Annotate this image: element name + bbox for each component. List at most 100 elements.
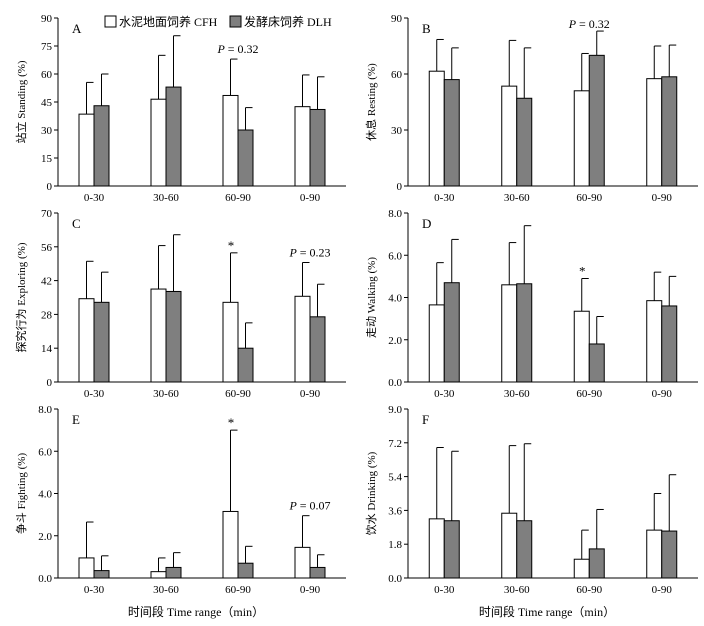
p-value-annotation: P = 0.32 xyxy=(216,42,258,56)
legend-label-cfh: 水泥地面饲养 CFH xyxy=(119,14,218,29)
legend-swatch-cfh xyxy=(104,15,117,28)
chart-panel-d: D 0.0 2.0 4.0 6.0 8.0 走动 Walking (%) 0-30 30-60 6… xyxy=(365,208,698,400)
p-value-annotation: P = 0.07 xyxy=(288,499,330,513)
bar-dlh xyxy=(661,530,678,579)
p-value: = 0.32 xyxy=(576,17,610,31)
bar-dlh xyxy=(165,290,182,383)
bar-cfh xyxy=(150,288,167,383)
bar-cfh xyxy=(501,85,518,187)
y-tick-label: 30 xyxy=(41,125,53,137)
y-axis-label: 探究行为 Exploring (%) xyxy=(14,242,28,352)
x-tick-label: 0-30 xyxy=(434,584,455,596)
y-tick-label: 90 xyxy=(391,13,403,25)
x-tick-label: 0-30 xyxy=(434,192,455,204)
bar-dlh xyxy=(165,566,182,579)
bar-cfh xyxy=(646,300,663,383)
x-tick-label: 60-90 xyxy=(576,192,602,204)
legend-label-dlh: 发酵床饲养 DLH xyxy=(244,14,332,29)
y-tick-label: 0 xyxy=(47,377,53,389)
bar-cfh xyxy=(573,310,590,383)
y-tick-label: 60 xyxy=(391,69,403,81)
panel-letter: B xyxy=(422,21,431,36)
bar-dlh xyxy=(661,76,678,187)
y-tick-label: 7.2 xyxy=(388,438,402,450)
y-tick-label: 2.0 xyxy=(388,335,402,347)
p-symbol: P xyxy=(288,499,297,513)
panel-letter: D xyxy=(422,216,431,231)
bar-dlh xyxy=(588,343,605,383)
bar-dlh xyxy=(93,570,110,579)
legend-swatch-dlh xyxy=(229,15,242,28)
bar-dlh xyxy=(93,105,110,187)
bar-cfh xyxy=(78,298,95,383)
significance-marker: * xyxy=(579,263,586,278)
p-value: = 0.23 xyxy=(297,245,331,259)
bar-dlh xyxy=(237,347,254,383)
y-tick-label: 0.0 xyxy=(388,377,402,389)
bar-dlh xyxy=(661,305,678,383)
x-tick-label: 30-60 xyxy=(153,192,179,204)
p-symbol: P xyxy=(568,17,577,31)
y-axis-label: 饮水 Drinking (%) xyxy=(365,451,378,535)
bar-cfh xyxy=(150,98,167,187)
bar-dlh xyxy=(165,86,182,187)
bar-cfh xyxy=(78,557,95,579)
bar-dlh xyxy=(309,566,326,579)
bar-dlh xyxy=(443,282,460,383)
chart-panel-b: B 0 30 60 90 休息 Resting (%) 0-30 30-60 60-90 0-90… xyxy=(364,13,698,204)
p-value-annotation: P = 0.32 xyxy=(568,17,610,31)
x-tick-label: 0-30 xyxy=(434,388,455,400)
chart-panel-c: C 0 14 28 42 56 70 探究行为 Exploring (%) 0-30 30-60 6… xyxy=(14,208,346,400)
x-tick-label: 0-90 xyxy=(300,584,321,596)
y-tick-label: 75 xyxy=(41,41,53,53)
significance-marker: * xyxy=(228,238,235,253)
bar-cfh xyxy=(501,284,518,383)
bar-cfh xyxy=(78,113,95,187)
x-tick-label: 0-90 xyxy=(300,388,321,400)
bar-dlh xyxy=(93,301,110,383)
y-axis-label: 争斗 Fighting (%) xyxy=(14,453,28,535)
chart-panel-f: F 0.0 1.8 3.6 5.4 7.2 9.0 饮水 Drinking (%) 0-30 30… xyxy=(365,404,698,596)
p-value: = 0.07 xyxy=(297,499,331,513)
legend: 水泥地面饲养 CFH 发酵床饲养 DLH xyxy=(104,14,332,29)
p-value: = 0.32 xyxy=(225,42,259,56)
bar-cfh xyxy=(294,295,311,383)
y-tick-label: 3.6 xyxy=(388,505,402,517)
bar-cfh xyxy=(501,512,518,579)
x-tick-label: 0-30 xyxy=(84,584,105,596)
x-tick-label: 30-60 xyxy=(153,388,179,400)
x-tick-label: 60-90 xyxy=(225,584,251,596)
p-symbol: P xyxy=(216,42,225,56)
x-tick-label: 30-60 xyxy=(153,584,179,596)
y-tick-label: 6.0 xyxy=(38,446,52,458)
p-value-annotation: P = 0.23 xyxy=(288,245,330,259)
bar-cfh xyxy=(573,558,590,579)
x-tick-label: 60-90 xyxy=(576,388,602,400)
bar-cfh xyxy=(573,90,590,187)
y-tick-label: 0 xyxy=(397,181,403,193)
y-tick-label: 2.0 xyxy=(38,531,52,543)
bar-cfh xyxy=(428,304,445,383)
chart-panel-a: A 0 15 30 45 60 75 90 站立 Standing (%) 0-30 30-60 60… xyxy=(14,13,346,204)
bar-dlh xyxy=(588,548,605,579)
y-tick-label: 8.0 xyxy=(388,208,402,220)
bar-dlh xyxy=(309,316,326,383)
bar-cfh xyxy=(222,301,239,383)
x-tick-label: 0-90 xyxy=(300,192,321,204)
x-tick-label: 0-90 xyxy=(652,584,673,596)
bar-cfh xyxy=(222,510,239,579)
bar-dlh xyxy=(443,520,460,579)
bar-cfh xyxy=(222,94,239,187)
x-tick-label: 60-90 xyxy=(225,192,251,204)
y-axis-label: 站立 Standing (%) xyxy=(14,60,28,143)
panel-letter: E xyxy=(72,412,80,427)
bar-dlh xyxy=(588,54,605,187)
y-tick-label: 56 xyxy=(41,242,53,254)
x-tick-label: 0-30 xyxy=(84,388,105,400)
bar-cfh xyxy=(294,106,311,187)
p-symbol: P xyxy=(288,245,297,259)
y-tick-label: 0.0 xyxy=(388,573,402,585)
x-tick-label: 30-60 xyxy=(504,584,530,596)
y-tick-label: 15 xyxy=(41,153,53,165)
